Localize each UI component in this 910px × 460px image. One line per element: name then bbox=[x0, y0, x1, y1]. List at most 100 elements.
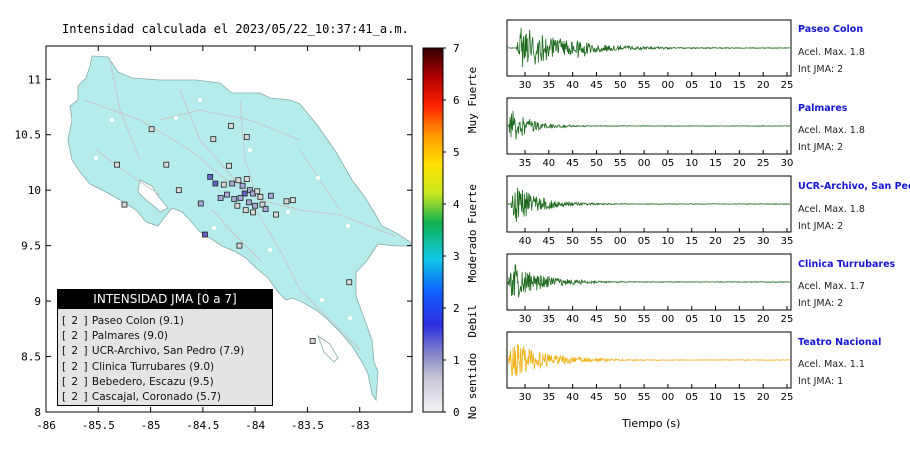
trace-tick-label: 25 bbox=[781, 392, 794, 403]
colorbar-tick-label: 6 bbox=[453, 94, 460, 107]
colorbar-ticks: 0 1 2 3 4 5 6 7 bbox=[443, 42, 460, 419]
legend-item: [ 2 ] Clinica Turrubares (9.0) bbox=[62, 360, 272, 375]
golfo-dulce bbox=[317, 334, 339, 363]
station-marker bbox=[245, 199, 252, 206]
x-tick-label: -85 bbox=[141, 419, 161, 432]
legend-item-level: [ 2 ] bbox=[62, 330, 89, 343]
legend-item-level: [ 2 ] bbox=[62, 375, 89, 388]
x-tick-label: -83.5 bbox=[291, 419, 324, 432]
trace-tick-label: 00 bbox=[662, 80, 675, 91]
trace-tick-label: 45 bbox=[566, 158, 579, 169]
legend-item-text: Cascajal, Coronado (5.7) bbox=[91, 391, 221, 404]
station-marker bbox=[175, 187, 182, 194]
accel-label-4: Acel. Max. 1.1 bbox=[798, 359, 865, 370]
legend-item: [ 2 ] Palmares (9.0) bbox=[62, 329, 272, 344]
colorbar-tick-label: 1 bbox=[453, 354, 460, 367]
station-name-4: Teatro Nacional bbox=[798, 337, 882, 348]
trace-tick-label: 40 bbox=[566, 392, 579, 403]
legend-item-level: [ 2 ] bbox=[62, 315, 89, 327]
trace-tick-label: 35 bbox=[542, 80, 555, 91]
trace-tick-label: 40 bbox=[519, 236, 532, 247]
trace-tick-label: 50 bbox=[614, 392, 627, 403]
station-marker bbox=[239, 182, 246, 189]
trace-panel-4: 30 35 40 45 50 55 00 05 10 15 20 25 bbox=[506, 331, 794, 403]
station-marker bbox=[346, 279, 353, 286]
country-landmass bbox=[67, 55, 413, 402]
trace-tick-label: 20 bbox=[709, 236, 722, 247]
trace-tick-label: 05 bbox=[638, 236, 651, 247]
accel-label-3: Acel. Max. 1.7 bbox=[798, 281, 865, 292]
station-marker bbox=[241, 190, 248, 197]
y-tick-label: 8 bbox=[34, 406, 41, 419]
trace-tick-label: 35 bbox=[542, 314, 555, 325]
trace-tick-label: 05 bbox=[662, 158, 675, 169]
station-marker bbox=[229, 180, 236, 187]
trace-tick-label: 30 bbox=[757, 236, 770, 247]
legend-item-level: [ 2 ] bbox=[62, 391, 89, 404]
trace-tick-label: 05 bbox=[685, 80, 698, 91]
trace-tick-label: 15 bbox=[733, 314, 746, 325]
station-marker bbox=[262, 206, 269, 212]
station-name-0: Paseo Colon bbox=[798, 24, 864, 35]
trace-tick-label: 20 bbox=[757, 314, 770, 325]
accel-label-0: Acel. Max. 1.8 bbox=[798, 47, 865, 58]
station-marker bbox=[283, 198, 290, 205]
colorbar-tick-label: 3 bbox=[453, 250, 460, 263]
gulf-of-nicoya bbox=[137, 179, 169, 213]
trace-tick-label: 25 bbox=[781, 314, 794, 325]
colorbar-label: Muy Fuerte bbox=[466, 67, 479, 133]
station-legend: INTENSIDAD JMA [0 a 7] [ 2 ] Paseo Colon… bbox=[57, 289, 273, 406]
trace-tick-label: 35 bbox=[519, 158, 532, 169]
colorbar-tick-label: 0 bbox=[453, 406, 460, 419]
station-marker bbox=[267, 192, 274, 199]
y-tick-label: 8.5 bbox=[21, 351, 41, 364]
y-tick-label: 10.5 bbox=[15, 129, 42, 142]
trace-tick-label: 30 bbox=[519, 314, 532, 325]
colorbar-tick-label: 4 bbox=[453, 198, 460, 211]
trace-tick-label: 00 bbox=[662, 314, 675, 325]
accel-label-2: Acel. Max. 1.8 bbox=[798, 204, 865, 215]
legend-list: [ 2 ] Paseo Colon (9.1) [ 2 ] Palmares (… bbox=[62, 314, 272, 405]
legend-item: [ 2 ] UCR-Archivo, San Pedro (7.9) bbox=[62, 344, 272, 359]
trace-tick-label: 10 bbox=[709, 80, 722, 91]
legend-item-text: UCR-Archivo, San Pedro (7.9) bbox=[91, 345, 245, 358]
trace-tick-label: 30 bbox=[781, 158, 794, 169]
legend-item: [ 2 ] Bebedero, Escazu (9.5) bbox=[62, 375, 272, 390]
legend-item-level: [ 2 ] bbox=[62, 360, 89, 373]
station-marker bbox=[121, 201, 128, 208]
jma-label-3: Int JMA: 2 bbox=[798, 298, 844, 309]
jma-label-0: Int JMA: 2 bbox=[798, 64, 844, 75]
y-tick-label: 9 bbox=[34, 295, 41, 308]
station-marker bbox=[163, 161, 170, 168]
x-tick-label: -85.5 bbox=[82, 419, 115, 432]
trace-tick-label: 15 bbox=[733, 392, 746, 403]
waveform-line bbox=[507, 187, 790, 223]
trace-tick-label: 10 bbox=[685, 158, 698, 169]
station-marker bbox=[114, 161, 121, 168]
station-marker bbox=[247, 187, 253, 194]
trace-tick-label: 10 bbox=[662, 236, 675, 247]
colorbar-tick-label: 7 bbox=[453, 42, 460, 55]
station-marker bbox=[243, 176, 250, 182]
trace-tick-label: 00 bbox=[638, 158, 651, 169]
x-tick-label: -84.5 bbox=[186, 419, 219, 432]
legend-item: [ 2 ] Paseo Colon (9.1) bbox=[62, 314, 272, 329]
jma-label-1: Int JMA: 2 bbox=[798, 142, 844, 153]
accel-label-1: Acel. Max. 1.8 bbox=[798, 125, 865, 136]
station-marker bbox=[217, 195, 224, 201]
trace-tick-label: 00 bbox=[662, 392, 675, 403]
station-marker bbox=[242, 207, 249, 214]
station-marker bbox=[220, 181, 227, 188]
station-marker bbox=[226, 162, 232, 169]
station-markers bbox=[114, 122, 353, 344]
trace-tick-label: 05 bbox=[685, 392, 698, 403]
station-marker bbox=[252, 202, 259, 209]
map-title: Intensidad calculada el 2023/05/22_10:37… bbox=[62, 22, 409, 36]
colorbar-tick-label: 2 bbox=[453, 302, 460, 315]
trace-tick-label: 55 bbox=[638, 314, 651, 325]
trace-tick-label: 45 bbox=[590, 80, 603, 91]
legend-item-text: Palmares (9.0) bbox=[91, 330, 169, 343]
station-marker bbox=[289, 197, 296, 204]
station-marker bbox=[210, 136, 217, 143]
